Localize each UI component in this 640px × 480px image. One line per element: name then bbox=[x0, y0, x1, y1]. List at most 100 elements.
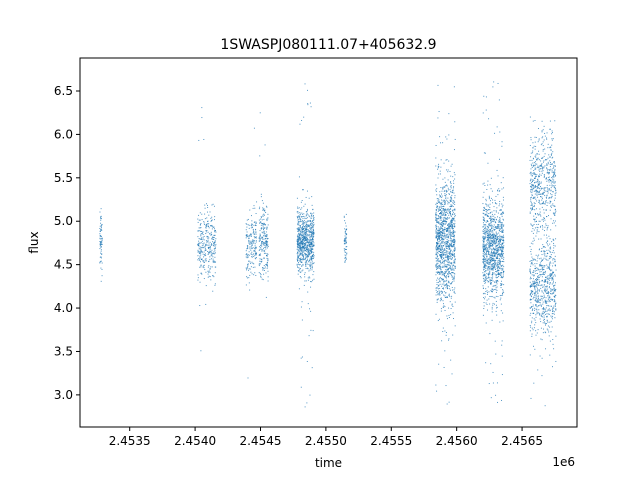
data-point bbox=[297, 212, 299, 214]
data-point bbox=[440, 298, 442, 300]
data-point bbox=[499, 240, 501, 242]
data-point bbox=[209, 241, 211, 243]
data-point bbox=[529, 144, 531, 146]
data-point bbox=[454, 325, 456, 327]
data-point bbox=[446, 229, 448, 231]
data-point bbox=[212, 244, 214, 246]
data-point bbox=[442, 303, 444, 305]
data-point bbox=[483, 260, 485, 262]
data-point bbox=[499, 234, 501, 236]
data-point bbox=[489, 256, 491, 258]
data-point bbox=[550, 298, 552, 300]
data-point bbox=[549, 178, 551, 180]
data-point bbox=[534, 167, 536, 169]
data-point bbox=[255, 258, 257, 260]
data-point bbox=[552, 259, 554, 261]
data-point bbox=[448, 261, 450, 263]
data-point bbox=[537, 329, 539, 331]
data-point bbox=[447, 201, 449, 203]
data-point bbox=[536, 159, 538, 161]
data-point bbox=[500, 224, 502, 226]
data-point bbox=[532, 283, 534, 285]
data-point bbox=[538, 305, 540, 307]
data-point bbox=[442, 224, 444, 226]
data-point bbox=[485, 230, 487, 232]
data-point bbox=[543, 246, 545, 248]
data-point bbox=[488, 223, 490, 225]
data-point bbox=[530, 156, 532, 158]
data-point bbox=[245, 223, 247, 225]
data-point bbox=[445, 271, 447, 273]
data-point bbox=[310, 310, 312, 312]
data-point bbox=[313, 225, 315, 227]
data-point bbox=[534, 219, 536, 221]
data-point bbox=[452, 226, 454, 228]
data-point bbox=[309, 258, 311, 260]
data-point bbox=[547, 143, 549, 145]
data-point bbox=[498, 272, 500, 274]
data-point bbox=[312, 237, 314, 239]
data-point bbox=[534, 190, 536, 192]
data-point bbox=[540, 261, 542, 263]
data-point bbox=[443, 214, 445, 216]
data-point bbox=[454, 301, 456, 303]
data-point bbox=[531, 284, 533, 286]
data-point bbox=[494, 240, 496, 242]
data-point bbox=[448, 270, 450, 272]
data-point bbox=[500, 253, 502, 255]
data-point bbox=[437, 232, 439, 234]
data-point bbox=[445, 254, 447, 256]
data-point bbox=[249, 224, 251, 226]
data-point bbox=[530, 197, 532, 199]
data-point bbox=[451, 224, 453, 226]
data-point bbox=[451, 258, 453, 260]
data-point bbox=[543, 139, 545, 141]
data-point bbox=[199, 219, 201, 221]
data-point bbox=[494, 255, 496, 257]
data-point bbox=[306, 247, 308, 249]
data-point bbox=[302, 254, 304, 256]
data-point bbox=[548, 188, 550, 190]
data-point bbox=[533, 198, 535, 200]
data-point bbox=[549, 209, 551, 211]
data-point bbox=[451, 241, 453, 243]
data-point bbox=[436, 258, 438, 260]
data-point bbox=[497, 225, 499, 227]
data-point bbox=[534, 161, 536, 163]
data-point bbox=[552, 203, 554, 205]
data-point bbox=[440, 213, 442, 215]
data-point bbox=[448, 294, 450, 296]
data-point bbox=[201, 238, 203, 240]
data-point bbox=[299, 241, 301, 243]
data-point bbox=[212, 252, 214, 254]
data-point bbox=[310, 106, 312, 108]
data-point bbox=[538, 223, 540, 225]
data-point bbox=[100, 280, 102, 282]
data-point bbox=[306, 246, 308, 248]
data-point bbox=[312, 330, 314, 332]
data-point bbox=[550, 189, 552, 191]
data-point bbox=[497, 226, 499, 228]
data-point bbox=[302, 234, 304, 236]
data-point bbox=[213, 276, 215, 278]
data-point bbox=[541, 131, 543, 133]
data-point bbox=[254, 207, 256, 209]
data-point bbox=[536, 273, 538, 275]
data-point bbox=[549, 277, 551, 279]
data-point bbox=[490, 397, 492, 399]
data-point bbox=[532, 232, 534, 234]
data-point bbox=[259, 255, 261, 257]
data-point bbox=[344, 243, 346, 245]
data-point bbox=[496, 282, 498, 284]
data-point bbox=[554, 168, 556, 170]
data-point bbox=[497, 280, 499, 282]
data-point bbox=[493, 256, 495, 258]
data-point bbox=[542, 149, 544, 151]
data-point bbox=[298, 227, 300, 229]
data-point bbox=[439, 294, 441, 296]
data-point bbox=[448, 269, 450, 271]
data-point bbox=[205, 260, 207, 262]
data-point bbox=[299, 237, 301, 239]
data-point bbox=[305, 224, 307, 226]
data-point bbox=[299, 227, 301, 229]
